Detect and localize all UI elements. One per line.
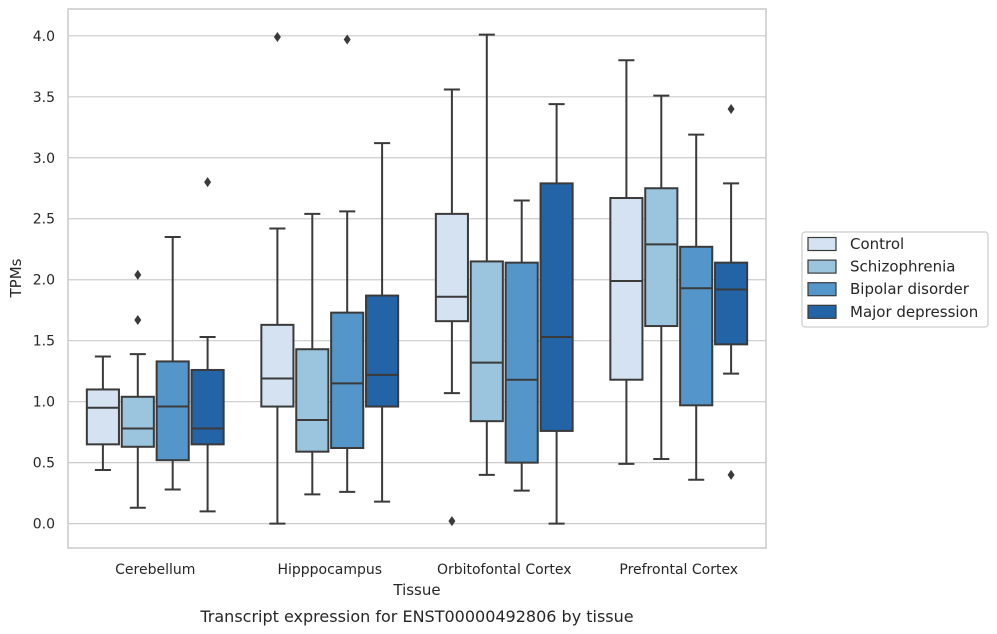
- y-tick-label: 3.0: [33, 151, 55, 167]
- legend-swatch: [807, 304, 837, 319]
- legend-frame: [801, 231, 989, 328]
- y-tick-label: 2.0: [33, 273, 55, 289]
- outlier-point: [343, 34, 351, 45]
- y-tick-label: 3.5: [33, 90, 55, 106]
- legend-label: Control: [850, 235, 904, 253]
- y-tick-label: 1.5: [33, 334, 55, 350]
- x-tick-label: Orbitofontal Cortex: [437, 562, 572, 578]
- y-tick-label: 0.5: [33, 456, 55, 472]
- box: [85, 388, 120, 446]
- y-tick-labels: 0.0 0.5 1.0 1.5 2.0 2.5 3.0 3.5 4.0: [33, 29, 55, 533]
- outlier-point: [134, 269, 142, 280]
- box: [434, 212, 469, 323]
- legend-label: Schizophrenia: [850, 258, 955, 276]
- legend: Control Schizophrenia Bipolar disorder Majo…: [801, 231, 989, 328]
- legend-swatch: [807, 282, 837, 297]
- box-group: [679, 133, 714, 481]
- box-group: [295, 212, 330, 496]
- box-group: [260, 32, 295, 525]
- box-group: [434, 88, 469, 527]
- box: [260, 323, 295, 408]
- box: [365, 294, 400, 408]
- box: [190, 368, 225, 446]
- box: [120, 395, 155, 448]
- box-group: [330, 34, 365, 493]
- box-group: [504, 199, 539, 492]
- chart-caption: Transcript expression for ENST0000049280…: [199, 607, 633, 626]
- box-group: [539, 103, 574, 525]
- x-axis-label: Tissue: [392, 581, 440, 599]
- x-tick-label: Hipppocampus: [277, 562, 382, 578]
- box-group: [644, 94, 679, 460]
- box: [504, 261, 539, 464]
- y-tick-label: 2.5: [33, 212, 55, 228]
- outlier-point: [134, 314, 142, 325]
- box: [469, 260, 504, 423]
- box-group: [190, 177, 225, 513]
- box-group: [85, 355, 120, 471]
- box: [714, 261, 749, 346]
- legend-swatch: [807, 259, 837, 274]
- x-tick-label: Cerebellum: [115, 562, 195, 578]
- plot-frame: [67, 8, 767, 549]
- x-tick-labels: Cerebellum Hipppocampus Orbitofontal Corte…: [115, 562, 738, 578]
- box: [679, 245, 714, 407]
- box-group: [714, 103, 749, 480]
- outlier-point: [273, 32, 281, 43]
- box: [644, 187, 679, 328]
- legend-swatch: [807, 236, 837, 252]
- outlier-point: [727, 469, 735, 480]
- box-group: [120, 269, 155, 509]
- y-tick-label: 1.0: [33, 395, 55, 411]
- box-plot-series: [85, 32, 749, 527]
- box: [155, 360, 190, 462]
- box: [609, 197, 644, 381]
- outlier-point: [448, 516, 456, 527]
- y-tick-label: 0.0: [33, 517, 55, 533]
- y-axis-label: TPMs: [7, 258, 25, 298]
- outlier-point: [204, 177, 212, 188]
- box-group: [469, 33, 504, 476]
- box: [330, 311, 365, 450]
- box-group: [609, 59, 644, 465]
- legend-label: Major depression: [850, 303, 978, 321]
- box: [539, 182, 574, 432]
- box-group: [365, 142, 400, 503]
- box: [295, 348, 330, 453]
- x-tick-label: Prefrontal Cortex: [619, 562, 738, 578]
- legend-label: Bipolar disorder: [850, 280, 970, 298]
- box-group: [155, 236, 190, 491]
- outlier-point: [727, 103, 735, 114]
- y-tick-label: 4.0: [33, 29, 55, 45]
